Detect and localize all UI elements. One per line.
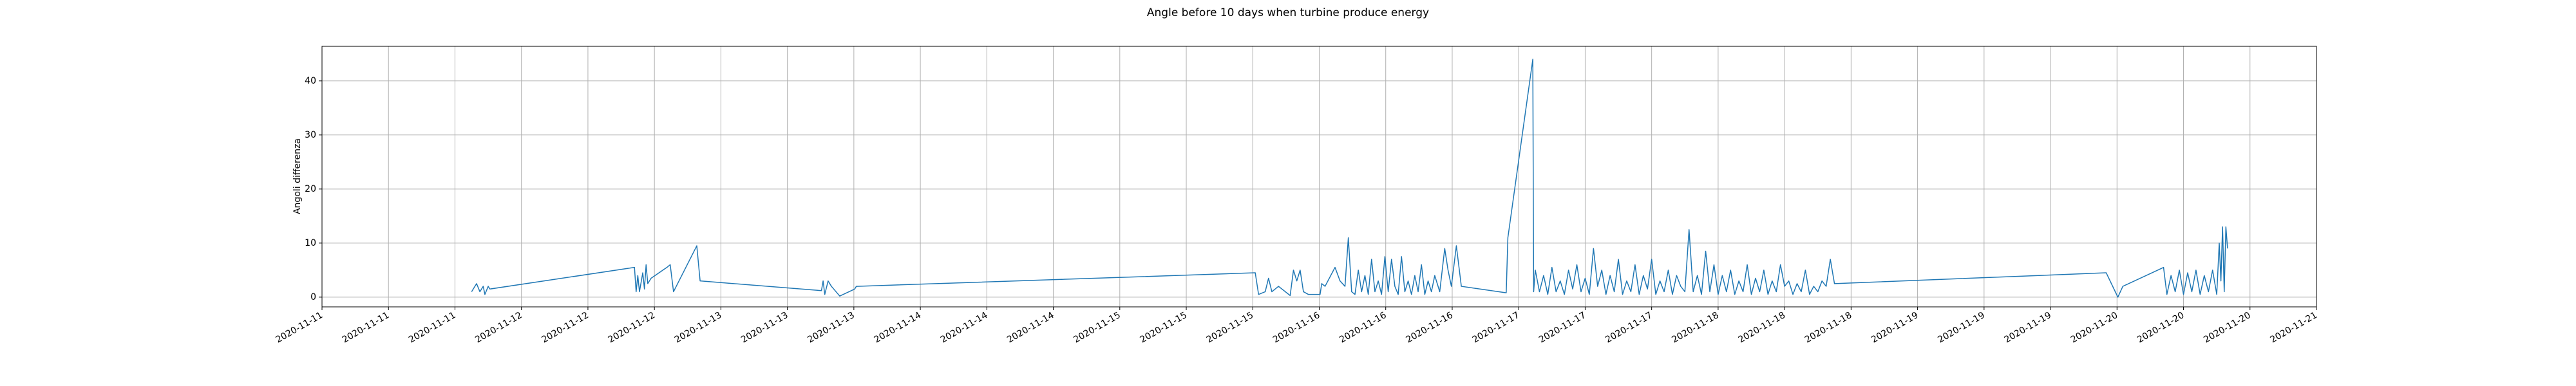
x-tick-label: 2020-11-21 [2269, 310, 2319, 345]
x-tick-label: 2020-11-13 [806, 310, 856, 345]
plot-frame [321, 46, 2317, 308]
x-tick-label: 2020-11-13 [673, 310, 723, 345]
x-tick-label: 2020-11-14 [939, 310, 990, 345]
x-tick-label: 2020-11-12 [473, 310, 524, 345]
x-tick-label: 2020-11-18 [1803, 310, 1853, 345]
y-tick-label: 10 [305, 238, 316, 248]
x-tick-label: 2020-11-15 [1205, 310, 1255, 345]
x-tick-label: 2020-11-16 [1271, 310, 1322, 345]
x-tick-label: 2020-11-17 [1471, 310, 1521, 345]
y-tick-label: 20 [305, 184, 316, 194]
chart-title: Angle before 10 days when turbine produc… [1147, 6, 1429, 19]
y-tick-label: 40 [305, 76, 316, 86]
data-line [471, 59, 2228, 298]
x-tick-label: 2020-11-15 [1072, 310, 1122, 345]
x-tick-label: 2020-11-11 [407, 310, 457, 345]
x-tick-label: 2020-11-13 [739, 310, 790, 345]
x-tick-label: 2020-11-14 [873, 310, 923, 345]
x-tick-label: 2020-11-16 [1404, 310, 1455, 345]
x-tick-label: 2020-11-20 [2202, 310, 2252, 345]
x-tick-label: 2020-11-18 [1670, 310, 1720, 345]
x-tick-label: 2020-11-11 [341, 310, 391, 345]
x-tick-label: 2020-11-16 [1338, 310, 1388, 345]
x-tick-label: 2020-11-12 [607, 310, 657, 345]
x-tick-label: 2020-11-12 [540, 310, 590, 345]
x-tick-label: 2020-11-18 [1737, 310, 1787, 345]
x-tick-label: 2020-11-17 [1604, 310, 1654, 345]
x-tick-label: 2020-11-20 [2136, 310, 2186, 345]
x-tick-label: 2020-11-20 [2069, 310, 2119, 345]
y-tick-label: 30 [305, 130, 316, 140]
x-tick-label: 2020-11-14 [1005, 310, 1056, 345]
x-tick-label: 2020-11-19 [1870, 310, 1920, 345]
y-axis-label: Angoli differenza [292, 138, 303, 214]
x-tick-label: 2020-11-15 [1139, 310, 1189, 345]
x-tick-label: 2020-11-17 [1537, 310, 1587, 345]
x-tick-label: 2020-11-19 [1936, 310, 1986, 345]
y-tick-label: 0 [310, 292, 316, 302]
x-tick-label: 2020-11-19 [2003, 310, 2053, 345]
x-tick-label: 2020-11-11 [274, 310, 325, 345]
